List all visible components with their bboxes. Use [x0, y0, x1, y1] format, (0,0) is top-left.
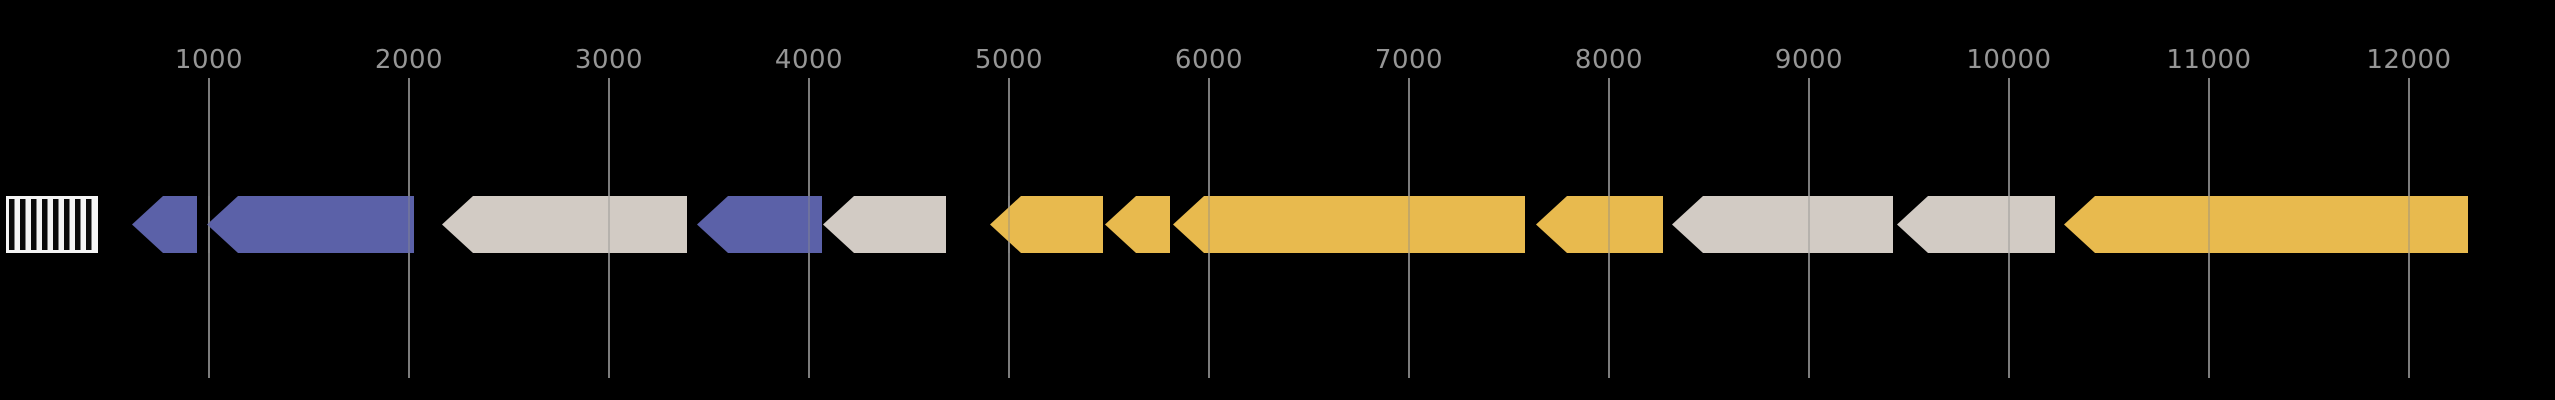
gridline-overlay-10000: [2008, 196, 2010, 253]
axis-tick-label-5000: 5000: [974, 45, 1044, 75]
axis-tick-label-11000: 11000: [2166, 45, 2252, 75]
feature-gene-arrow-gene-10-beige: [1672, 196, 1893, 253]
feature-gene-arrow-gene-11-beige: [1897, 196, 2055, 253]
axis-tick-label-9000: 9000: [1774, 45, 1844, 75]
axis-tick-label-1000: 1000: [174, 45, 244, 75]
gridline-overlay-9000: [1808, 196, 1810, 253]
gridline-overlay-3000: [608, 196, 610, 253]
axis-tick-label-7000: 7000: [1374, 45, 1444, 75]
feature-gene-arrow-gene-2-purple: [207, 196, 414, 253]
feature-origin-hatched-box: [6, 196, 98, 253]
gridline-overlay-5000: [1008, 196, 1010, 253]
gridline-overlay-7000: [1408, 196, 1410, 253]
axis-tick-label-6000: 6000: [1174, 45, 1244, 75]
gridline-1000: [208, 78, 210, 378]
axis-tick-label-4000: 4000: [774, 45, 844, 75]
gridline-overlay-4000: [808, 196, 810, 253]
feature-gene-arrow-gene-8-gold: [1173, 196, 1525, 253]
feature-gene-arrow-gene-4-purple: [697, 196, 822, 253]
axis-tick-label-10000: 10000: [1966, 45, 2052, 75]
feature-gene-arrow-gene-12-gold: [2064, 196, 2468, 253]
gridline-overlay-6000: [1208, 196, 1210, 253]
gridline-overlay-1000: [208, 196, 210, 253]
axis-tick-label-12000: 12000: [2366, 45, 2452, 75]
axis-tick-label-2000: 2000: [374, 45, 444, 75]
gridline-overlay-11000: [2208, 196, 2210, 253]
gridline-overlay-12000: [2408, 196, 2410, 253]
feature-gene-arrow-gene-9-gold: [1536, 196, 1663, 253]
axis-tick-label-8000: 8000: [1574, 45, 1644, 75]
feature-gene-arrow-gene-3-beige: [442, 196, 687, 253]
gridline-overlay-8000: [1608, 196, 1610, 253]
gridline-overlay-2000: [408, 196, 410, 253]
axis-tick-label-3000: 3000: [574, 45, 644, 75]
